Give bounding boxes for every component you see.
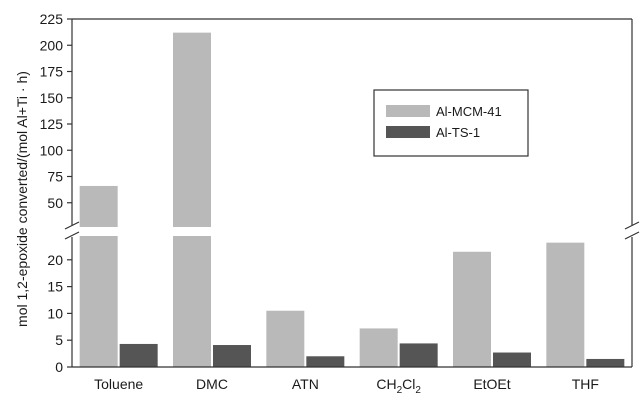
y-tick-150-label: 150 [40, 90, 64, 106]
y-tick-225-label: 225 [40, 11, 64, 27]
y-tick-10-label: 10 [47, 305, 63, 321]
bar-al-ts-1-ch2cl2 [399, 343, 438, 367]
bar-al-mcm-41-ch2cl2 [359, 328, 398, 367]
bar-al-mcm-41-dmc [173, 32, 211, 368]
x-tick-label-etoet: EtOEt [473, 376, 510, 392]
axis-break-gap-toluene [78, 227, 119, 236]
bar-al-ts-1-dmc [213, 345, 251, 367]
bar-al-mcm-41-thf [546, 242, 585, 367]
legend: Al-MCM-41 Al-TS-1 [373, 89, 529, 157]
bars-layer [78, 32, 625, 368]
legend-label-al-ts-1: Al-TS-1 [436, 125, 480, 140]
y-tick-15-label: 15 [47, 279, 63, 295]
y-tick-20-label: 20 [47, 252, 63, 268]
y-tick-75-label: 75 [47, 169, 63, 185]
bar-al-mcm-41-atn [266, 310, 305, 367]
right-break-mark-lower [624, 231, 640, 240]
ticks-layer: 0 5 10 15 20 50 75 100 125 150 175 200 225 [40, 11, 72, 375]
x-tick-label-atn: ATN [292, 376, 319, 392]
y-tick-50-label: 50 [47, 195, 63, 211]
x-tick-label-dmc: DMC [196, 376, 228, 392]
y-axis-title: mol 1,2-epoxide converted/(mol Al+Ti · h… [14, 71, 30, 327]
x-tick-label-toluene: Toluene [94, 376, 143, 392]
bar-al-mcm-41-toluene [79, 185, 118, 367]
category-labels-layer: Toluene DMC ATN CH2Cl2 EtOEt THF [94, 376, 599, 396]
legend-label-al-mcm-41: Al-MCM-41 [436, 104, 502, 119]
y-axis-break-mark-upper [64, 221, 80, 230]
y-tick-0-label: 0 [55, 359, 63, 375]
y-tick-5-label: 5 [55, 332, 63, 348]
legend-swatch-al-mcm-41 [386, 105, 430, 117]
bar-al-ts-1-thf [586, 358, 625, 367]
axes-layer [64, 18, 640, 368]
bar-al-mcm-41-etoet [453, 251, 491, 367]
legend-swatch-al-ts-1 [386, 126, 430, 138]
bar-al-ts-1-etoet [493, 352, 531, 367]
y-tick-200-label: 200 [40, 37, 64, 53]
legend-box [373, 89, 529, 157]
y-tick-100-label: 100 [40, 142, 64, 158]
x-tick-label-ch2cl2: CH2Cl2 [376, 376, 421, 396]
axis-break-gap-dmc [172, 227, 212, 236]
y-axis-break-mark-lower [64, 231, 80, 240]
bar-al-ts-1-toluene [119, 343, 158, 367]
y-tick-125-label: 125 [40, 116, 64, 132]
x-tick-label-thf: THF [572, 376, 599, 392]
y-tick-175-label: 175 [40, 64, 64, 80]
right-break-mark-upper [624, 221, 640, 230]
bar-al-ts-1-atn [306, 356, 345, 367]
